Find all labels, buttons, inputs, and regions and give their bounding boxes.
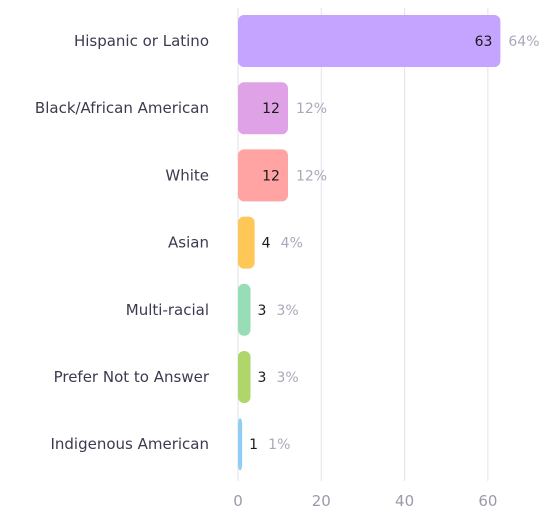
category-label: Prefer Not to Answer: [54, 368, 210, 386]
bar: [238, 149, 288, 202]
bar: [238, 283, 251, 336]
value-label: 4: [262, 236, 271, 252]
percent-label: 4%: [281, 236, 303, 252]
category-label: Hispanic or Latino: [74, 32, 209, 50]
category-labels: Hispanic or Latino Black/African American…: [35, 32, 210, 453]
percent-label: 3%: [276, 303, 298, 319]
x-tick-label: 40: [395, 492, 414, 510]
bar: [238, 351, 251, 403]
percent-label: 1%: [268, 437, 290, 453]
category-label: Black/African American: [35, 99, 209, 117]
category-label: Asian: [168, 234, 209, 252]
x-axis-ticks: 0 20 40 60: [233, 492, 497, 510]
value-label: 3: [257, 370, 266, 386]
percent-label: 64%: [508, 34, 539, 50]
bars: 63 64% 12 12% 12 12% 4 4% 3 3% 3 3% 1 1%: [238, 15, 540, 471]
bar: [238, 418, 243, 471]
bar: [238, 216, 255, 269]
x-tick-label: 60: [478, 492, 497, 510]
category-label: Multi-racial: [126, 301, 209, 319]
value-label: 1: [249, 437, 258, 453]
category-label: Indigenous American: [50, 435, 209, 453]
percent-label: 12%: [296, 101, 327, 117]
value-label: 12: [262, 101, 280, 117]
x-tick-label: 20: [312, 492, 331, 510]
value-label: 3: [257, 303, 266, 319]
category-label: White: [165, 166, 209, 184]
percent-label: 12%: [296, 168, 327, 184]
bar: [238, 82, 288, 135]
bar: [238, 15, 501, 67]
value-label: 12: [262, 168, 280, 184]
value-label: 63: [475, 34, 493, 50]
x-tick-label: 0: [233, 492, 243, 510]
percent-label: 3%: [276, 370, 298, 386]
grid-lines: [237, 8, 489, 481]
